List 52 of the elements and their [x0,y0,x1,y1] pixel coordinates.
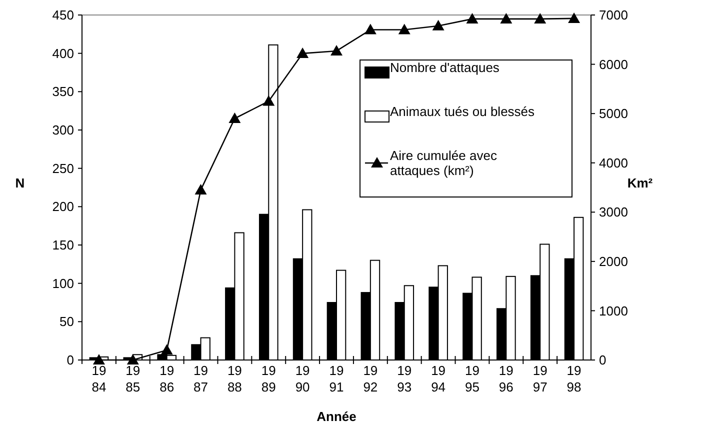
x-tick-label: 1993 [397,363,412,394]
y-tick-label: 300 [52,122,74,138]
x-tick-label: 1998 [566,363,582,394]
point [466,12,478,24]
y-tick-label: 400 [52,46,74,61]
point [296,47,309,58]
point [330,44,342,56]
x-tick-label: 1986 [160,363,174,394]
x-tick-label: 1989 [261,363,276,394]
y2-tick-label: 4000 [599,155,628,170]
point [398,24,410,34]
point [500,12,512,24]
x-tick-label: 1991 [329,363,344,394]
x-axis-title: Année [316,409,356,424]
y2-tick-label: 5000 [599,106,628,122]
y2-tick-label: 2000 [599,254,628,269]
x-tick-label: 1994 [431,363,446,394]
y-axis-title: N [15,176,25,190]
point [262,95,275,106]
point [228,112,241,123]
x-tick-label: 1996 [498,363,514,394]
legend-label: Animaux tués ou blessés [390,104,536,119]
legend-label: Nombre d'attaques [390,60,500,75]
point [194,184,207,194]
y-tick-label: 350 [52,84,74,100]
x-tick-label: 1990 [295,363,310,394]
y2-tick-label: 1000 [599,303,628,318]
y-tick-label: 150 [52,238,74,253]
y2-tick-label: 3000 [599,204,628,220]
point [534,12,546,24]
y2-axis-title: Km² [627,176,654,190]
y2-tick-label: 7000 [599,8,628,23]
point [432,20,444,30]
y-tick-label: 450 [52,8,74,23]
x-tick-label: 1995 [465,363,480,394]
x-tick-label: 1985 [126,363,140,394]
x-tick-label: 1987 [194,363,208,394]
x-tick-label: 1988 [227,363,242,394]
y-tick-label: 250 [52,160,74,176]
point [568,12,580,23]
y-tick-label: 100 [52,276,74,291]
point [160,344,173,355]
x-tick-label: 1997 [532,363,548,394]
y2-tick-label: 0 [599,352,606,368]
y-tick-label: 50 [60,314,74,330]
x-tick-label: 1984 [92,363,106,394]
y-tick-label: 0 [66,352,74,368]
x-tick-label: 1992 [363,363,378,394]
y2-tick-label: 6000 [599,56,628,72]
legend-label: Aire cumulée avec attaques (km²) [390,148,498,178]
y-tick-label: 200 [52,199,74,214]
point [364,24,376,34]
